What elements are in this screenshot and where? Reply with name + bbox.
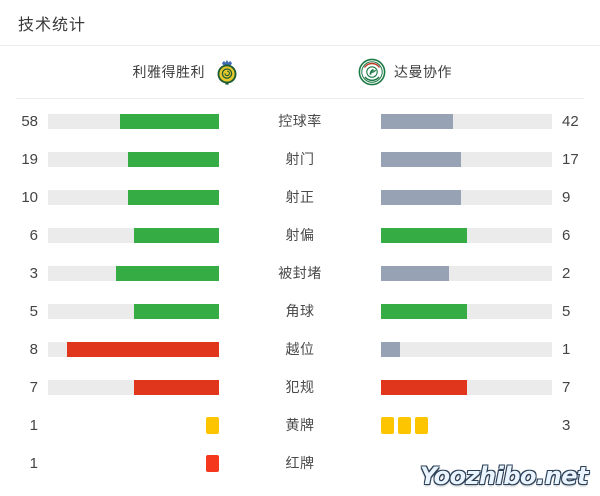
away-value: 5 [562,302,571,320]
table-row-yellow-cards: 1 黄牌 3 [0,406,600,444]
yellow-card-icon [415,416,428,434]
home-value: 5 [29,302,38,320]
table-row: 8 越位 1 [0,330,600,368]
header-divider [0,45,600,46]
home-bar-track [48,151,219,167]
home-bar-track [48,113,219,129]
away-bar-track [381,379,552,395]
stat-label: 黄牌 [285,417,315,433]
table-row: 10 射正 9 [0,178,600,216]
table-row: 58 控球率 42 [0,102,600,140]
teams-header: 利雅得胜利 [0,46,600,98]
home-team[interactable]: 利雅得胜利 [0,57,300,87]
away-value: 7 [562,378,571,396]
table-row: 5 角球 5 [0,292,600,330]
away-value: 6 [562,226,571,244]
away-bar-fill [381,227,467,243]
table-row: 7 犯规 7 [0,368,600,406]
away-bar-fill [381,151,462,167]
away-bar-fill [381,113,453,129]
away-value: 17 [562,150,579,168]
teams-divider [16,98,584,99]
away-team-name: 达曼协作 [394,64,452,80]
home-value: 1 [29,454,38,472]
away-value: 1 [562,340,571,358]
home-bar-track [48,227,219,243]
home-bar-fill [128,151,219,167]
home-value: 10 [21,188,38,206]
home-value: 58 [21,112,38,130]
home-bar-fill [116,265,219,281]
home-bar-fill [66,341,219,357]
home-bar-track [48,189,219,205]
home-value: 1 [29,416,38,434]
home-value: 7 [29,378,38,396]
stat-label: 射偏 [285,227,315,243]
stat-label: 越位 [285,341,315,357]
table-row-red-cards: 1 红牌 [0,444,600,482]
away-bar-track [381,303,552,319]
away-bar-track [381,265,552,281]
away-bar-fill [381,303,467,319]
home-bar-fill [133,303,219,319]
yellow-card-icon [381,416,394,434]
away-bar-track [381,227,552,243]
away-value: 42 [562,112,579,130]
home-yellow-cards [48,415,219,435]
home-bar-fill [133,379,219,395]
stat-label: 红牌 [285,455,315,471]
red-card-icon [206,454,219,472]
al-ettifaq-crest-icon [357,57,387,87]
home-value: 19 [21,150,38,168]
table-row: 6 射偏 6 [0,216,600,254]
home-red-cards [48,453,219,473]
stat-label: 角球 [285,303,315,319]
away-bar-fill [381,379,467,395]
table-row: 3 被封堵 2 [0,254,600,292]
home-value: 8 [29,340,38,358]
home-bar-track [48,303,219,319]
home-team-name: 利雅得胜利 [132,64,205,80]
stat-label: 射正 [285,189,315,205]
home-bar-track [48,265,219,281]
home-bar-fill [133,227,219,243]
stat-label: 犯规 [285,379,315,395]
yellow-card-icon [206,416,219,434]
away-bar-track [381,113,552,129]
away-value: 2 [562,264,571,282]
home-bar-track [48,379,219,395]
away-team[interactable]: 达曼协作 [300,57,600,87]
page-title: 技术统计 [18,16,87,34]
home-bar-fill [119,113,219,129]
away-bar-fill [381,341,400,357]
home-value: 6 [29,226,38,244]
away-red-cards [381,453,552,473]
panel-header: 技术统计 [0,0,600,45]
away-bar-track [381,151,552,167]
away-bar-track [381,189,552,205]
away-bar-fill [381,265,450,281]
away-value: 9 [562,188,571,206]
stat-label: 被封堵 [278,265,322,281]
stat-label: 控球率 [278,113,322,129]
yellow-card-icon [398,416,411,434]
table-row: 19 射门 17 [0,140,600,178]
al-nassr-crest-icon [212,57,242,87]
stat-label: 射门 [285,151,315,167]
home-value: 3 [29,264,38,282]
home-bar-fill [128,189,219,205]
stats-list: 58 控球率 42 19 射门 17 10 射正 9 6 射偏 [0,99,600,482]
away-bar-track [381,341,552,357]
away-value: 3 [562,416,571,434]
away-bar-fill [381,189,462,205]
away-yellow-cards [381,415,552,435]
home-bar-track [48,341,219,357]
